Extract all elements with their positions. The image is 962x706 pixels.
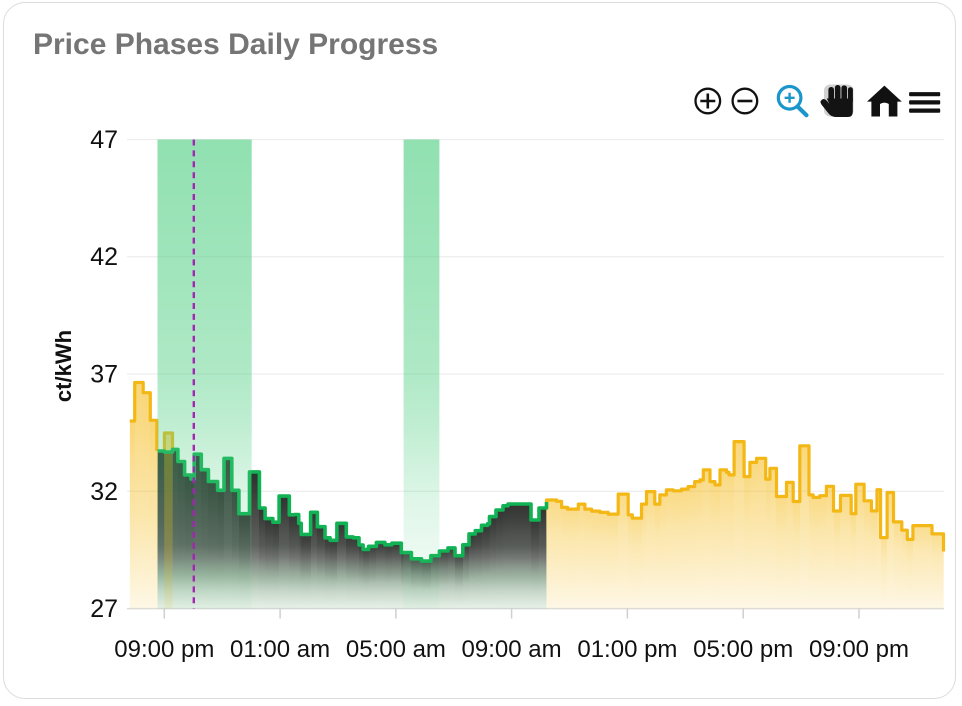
svg-text:09:00 pm: 09:00 pm bbox=[114, 636, 214, 663]
svg-text:47: 47 bbox=[90, 126, 118, 154]
svg-text:09:00 am: 09:00 am bbox=[462, 636, 562, 663]
svg-text:09:00 pm: 09:00 pm bbox=[809, 636, 909, 663]
svg-text:01:00 pm: 01:00 pm bbox=[577, 636, 677, 663]
svg-text:05:00 pm: 05:00 pm bbox=[693, 636, 793, 663]
svg-text:27: 27 bbox=[90, 595, 118, 623]
svg-text:42: 42 bbox=[90, 243, 118, 271]
svg-text:01:00 am: 01:00 am bbox=[230, 636, 330, 663]
svg-text:37: 37 bbox=[90, 361, 118, 389]
svg-text:05:00 am: 05:00 am bbox=[346, 636, 446, 663]
svg-text:ct/kWh: ct/kWh bbox=[51, 330, 76, 402]
svg-text:32: 32 bbox=[90, 478, 118, 506]
